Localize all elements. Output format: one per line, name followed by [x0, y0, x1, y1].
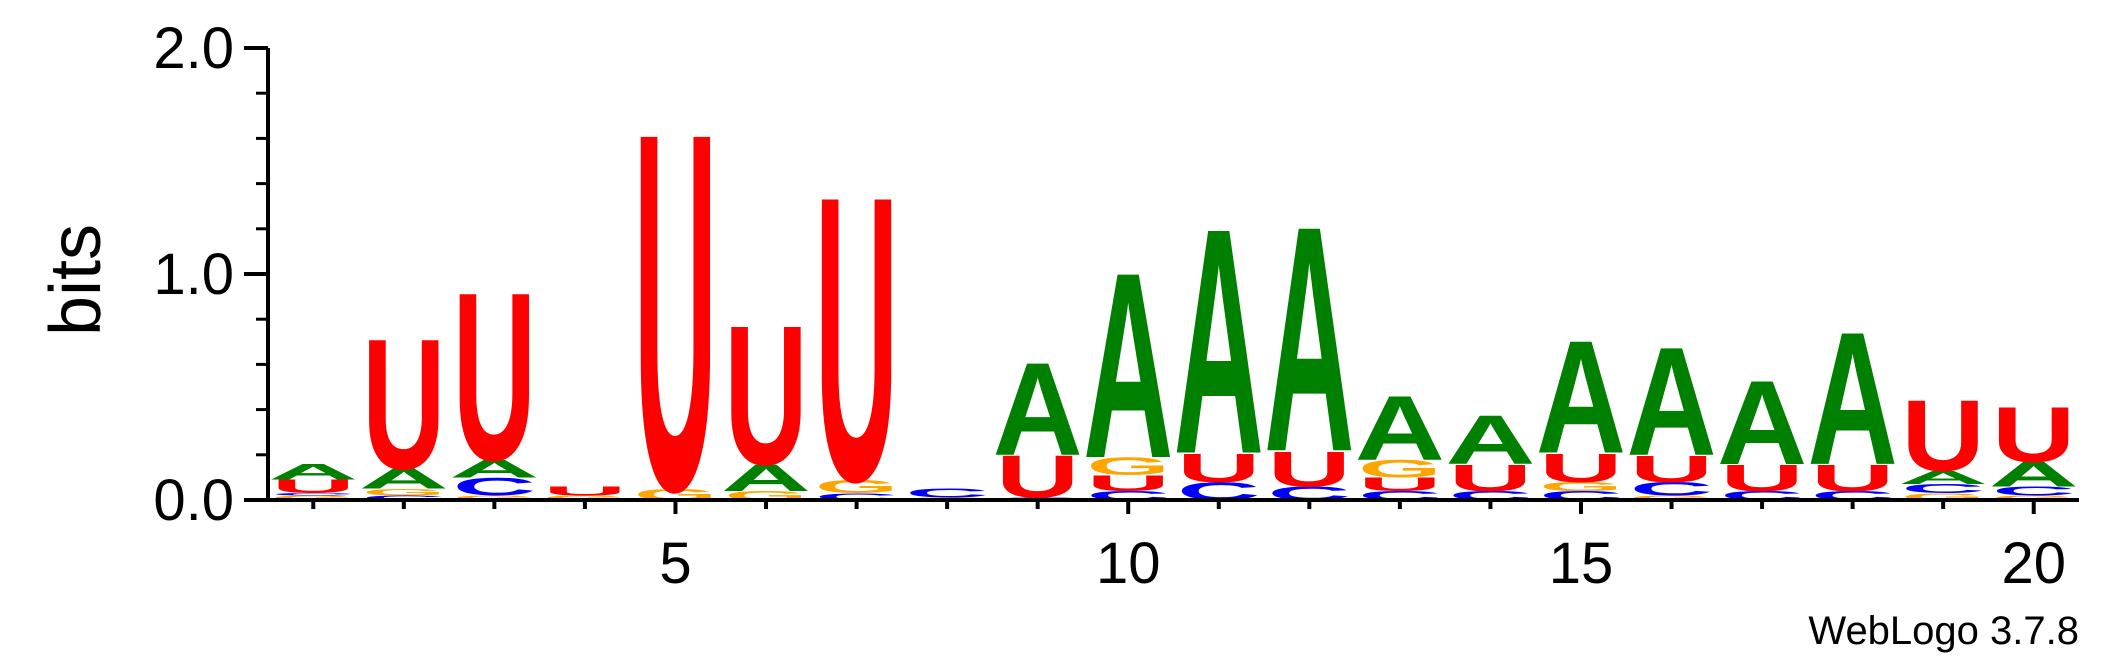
logo-letter-pos20-U: U — [1992, 391, 2075, 479]
logo-letter-pos10-G: G — [1087, 453, 1170, 481]
logo-letter-pos1-U: U — [272, 476, 355, 497]
logo-letter-pos3-C: C — [453, 473, 536, 501]
y-tick-label: 2.0 — [153, 16, 234, 81]
weblogo-credit: WebLogo 3.7.8 — [1808, 609, 2079, 653]
logo-letter-pos17-U: U — [1720, 457, 1803, 499]
logo-letter-pos15-A: A — [1536, 307, 1626, 487]
logo-letter-pos2-A: A — [359, 463, 449, 495]
logo-letter-pos6-A: A — [721, 456, 811, 499]
logo-letter-pos7-U: U — [815, 112, 898, 566]
x-tick-label: 15 — [1549, 531, 1614, 596]
logo-letter-pos10-U: U — [1087, 471, 1170, 496]
logo-letter-pos16-U: U — [1630, 448, 1713, 490]
logo-letter-pos7-C: C — [815, 492, 898, 503]
logo-letter-pos6-U: U — [724, 285, 807, 506]
x-tick-label: 10 — [1096, 531, 1161, 596]
logo-letter-pos14-U: U — [1449, 457, 1532, 499]
logo-letter-pos2-U: U — [362, 300, 445, 508]
logo-letter-pos1-A: A — [268, 460, 358, 485]
logo-letter-pos13-A: A — [1355, 377, 1445, 479]
logo-letter-pos1-G: G — [272, 494, 355, 501]
logo-letter-pos12-U: U — [1268, 441, 1351, 498]
logo-letter-pos19-C: C — [1902, 482, 1985, 496]
logo-letter-pos12-A: A — [1264, 159, 1354, 519]
y-tick-label: 0.0 — [153, 468, 234, 533]
logo-letter-pos7-G: G — [815, 476, 898, 497]
logo-letter-pos16-C: C — [1630, 478, 1713, 499]
logo-letter-pos13-U: U — [1358, 474, 1441, 495]
logo-letter-pos19-U: U — [1902, 379, 1985, 492]
logo-letter-pos2-G: G — [362, 487, 445, 498]
logo-letter-pos15-U: U — [1539, 445, 1622, 490]
logo-letter-pos8-C: C — [905, 487, 988, 501]
logo-letter-pos14-A: A — [1445, 402, 1535, 479]
logo-letter-pos9-A: A — [993, 335, 1083, 483]
logo-letter-pos2-C: C — [362, 494, 445, 501]
logo-letter-pos3-A: A — [449, 455, 539, 483]
logo-letter-pos17-A: A — [1717, 355, 1807, 489]
logo-letter-pos11-U: U — [1177, 445, 1260, 490]
x-axis-ticks: 5 10 15 20 — [311, 500, 2066, 596]
logo-letter-pos4-G: G — [543, 494, 626, 501]
logo-letter-pos3-U: U — [453, 243, 536, 511]
y-axis-label: bits — [36, 224, 116, 336]
logo-letter-pos20-C: C — [1992, 484, 2075, 498]
logo-letter-pos20-G: G — [1992, 494, 2075, 501]
logo-letter-pos3-G: G — [453, 494, 536, 501]
logo-letter-pos16-G: G — [1630, 494, 1713, 501]
logo-letter-pos10-A: A — [1083, 217, 1173, 514]
logo-letter-pos19-G: G — [1902, 492, 1985, 503]
logo-letter-pos4-U: U — [543, 484, 626, 498]
y-tick-label: 1.0 — [153, 242, 234, 307]
logo-letter-pos18-A: A — [1808, 293, 1898, 504]
logo-letter-pos18-U: U — [1811, 457, 1894, 499]
logo-letter-pos13-G: G — [1358, 455, 1441, 483]
logo-letter-pos16-A: A — [1626, 315, 1716, 488]
x-tick-label: 5 — [659, 531, 691, 596]
logo-letter-pos11-A: A — [1174, 161, 1264, 521]
x-tick-label: 20 — [2001, 531, 2066, 596]
y-axis-ticks: 0.0 1.0 2.0 — [153, 16, 268, 533]
logo-letter-pos15-G: G — [1539, 480, 1622, 494]
logo-letter-pos1-C: C — [272, 493, 355, 497]
logo-letter-pos19-A: A — [1898, 467, 1988, 488]
logo-letter-pos20-A: A — [1989, 455, 2079, 494]
